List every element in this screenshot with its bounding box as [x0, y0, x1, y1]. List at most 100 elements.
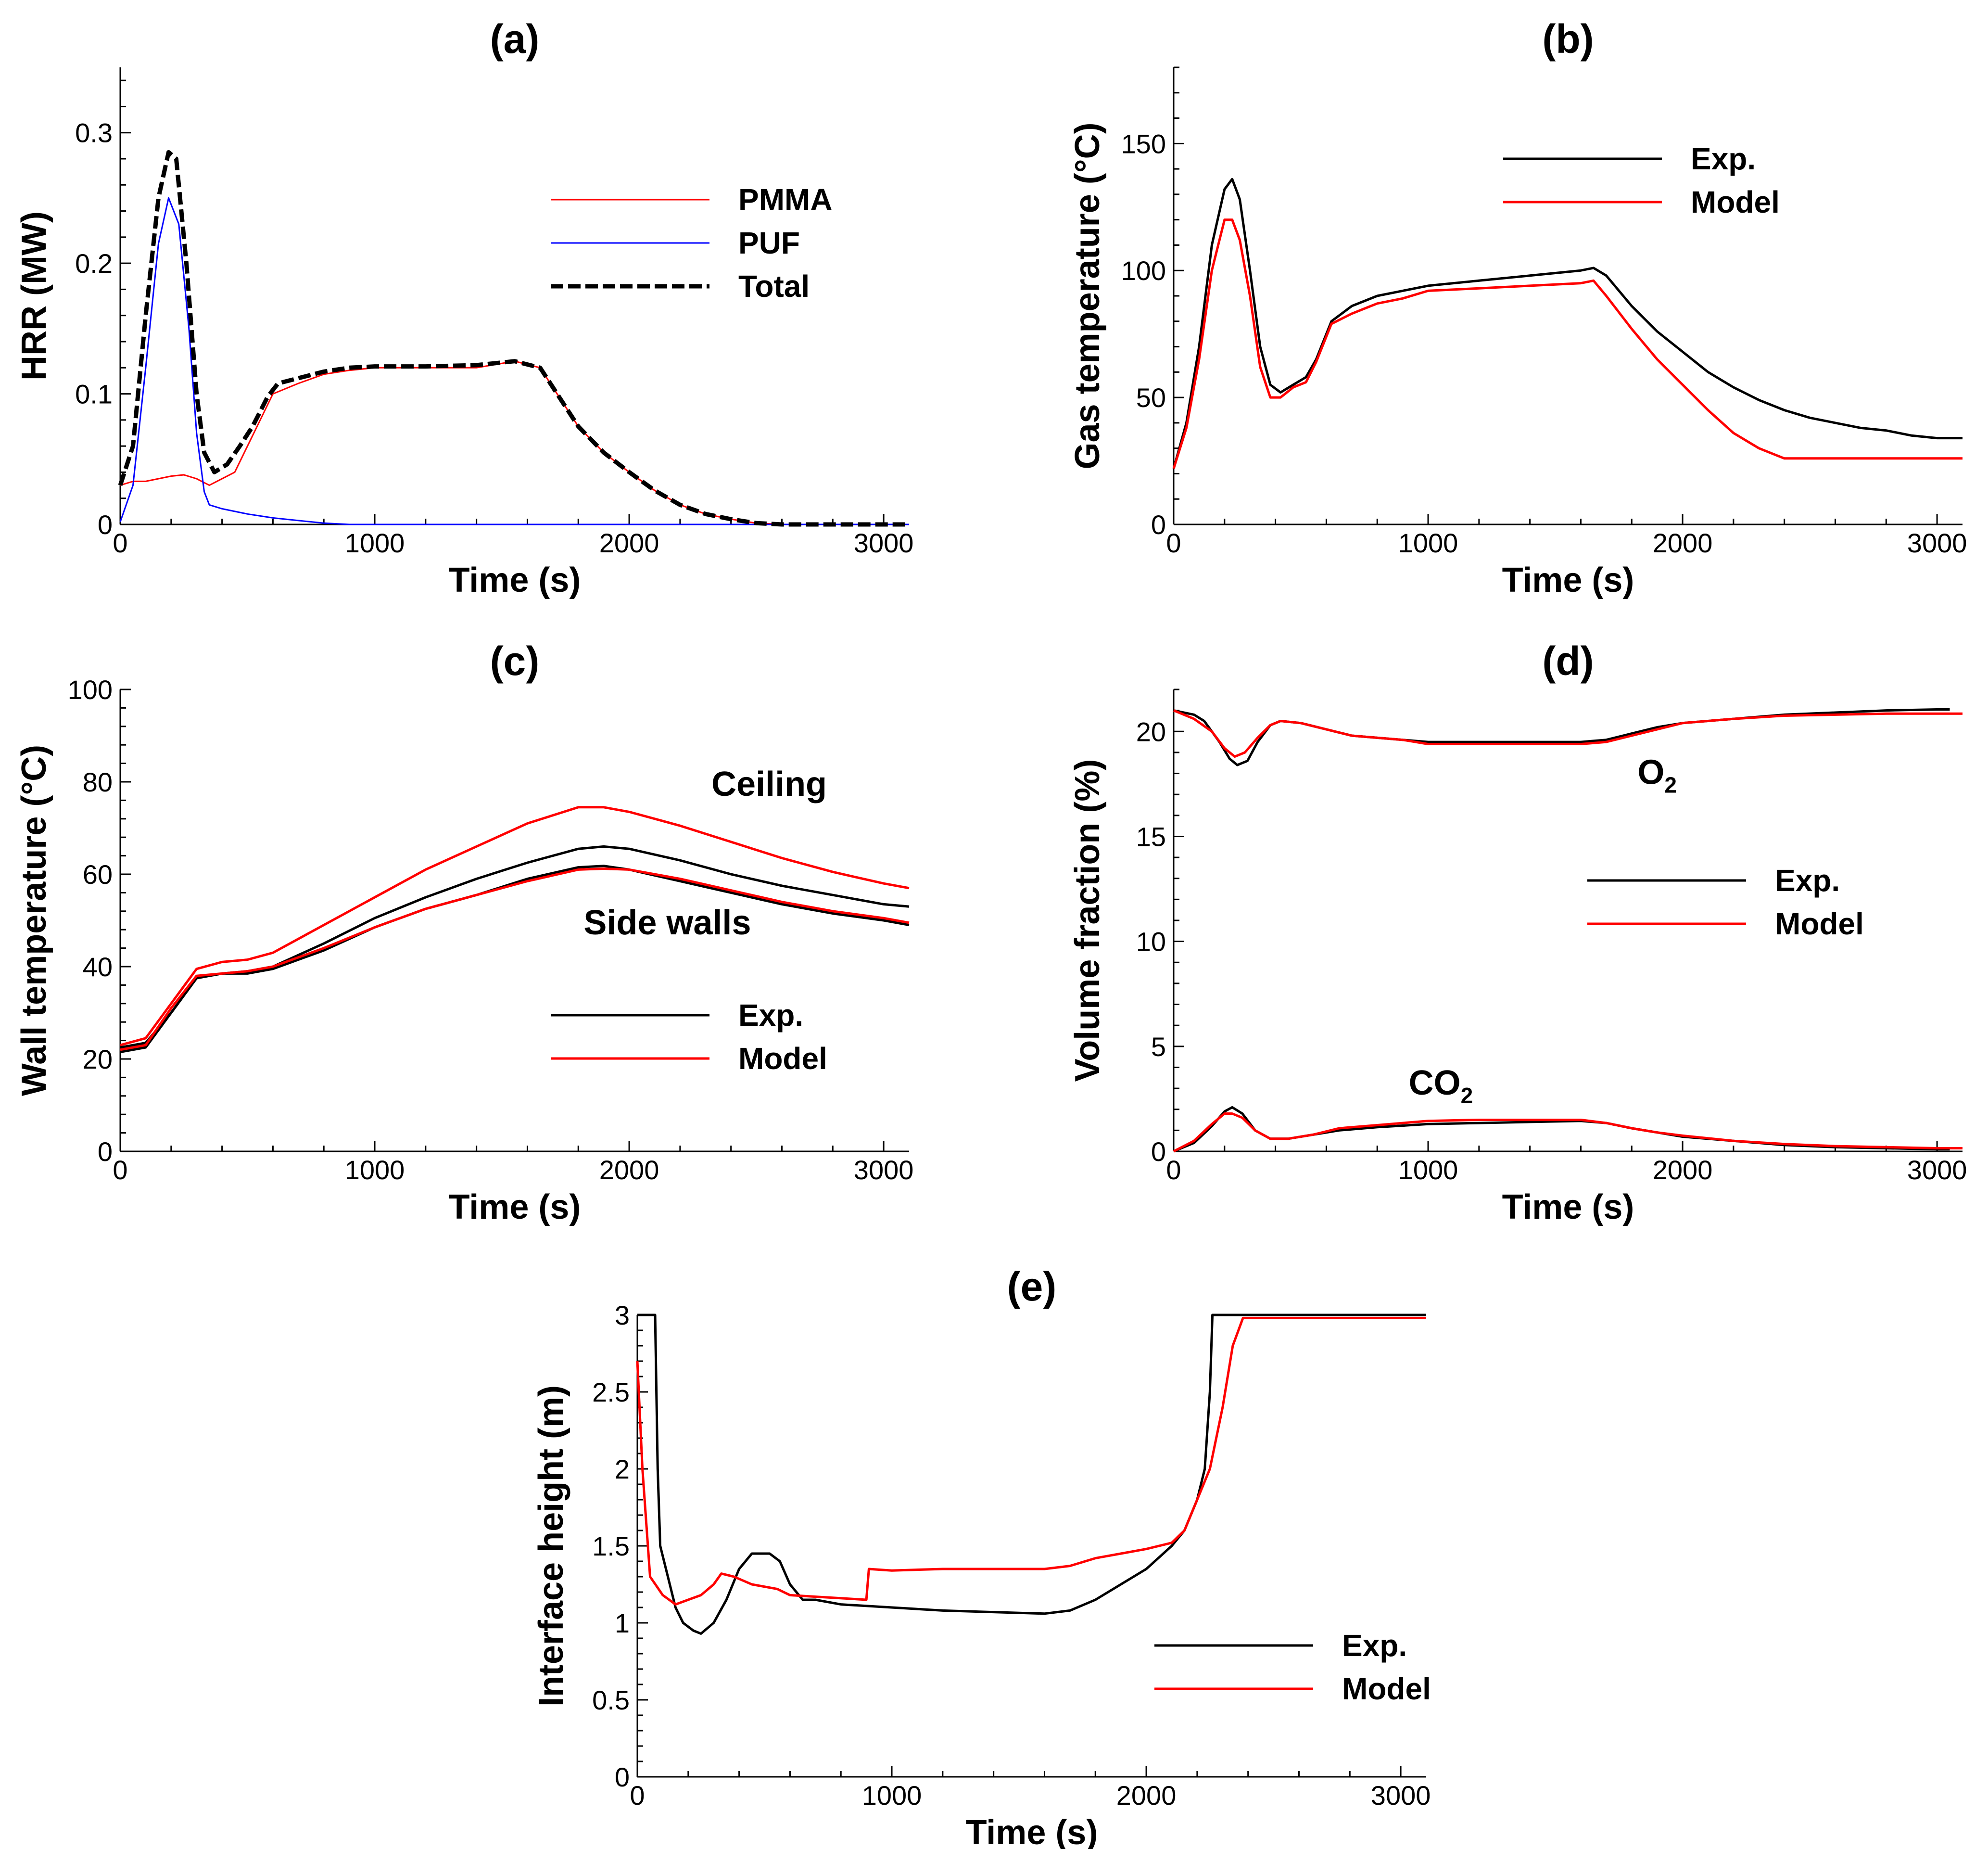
series-line-exp [1172, 178, 1963, 469]
y-tick-label: 0 [98, 1136, 113, 1167]
y-tick-label: 15 [1136, 821, 1166, 852]
panel-label: (e) [1007, 1264, 1057, 1309]
series-line-exp [1173, 708, 1950, 766]
series-line-puf [119, 197, 909, 525]
y-tick-label: 50 [1136, 383, 1166, 413]
panel-label: (c) [490, 638, 540, 684]
y-tick-label: 0 [98, 510, 113, 540]
x-axis-title: Time (s) [449, 561, 581, 599]
y-axis-title: HRR (MW) [15, 211, 53, 381]
y-tick-label: 0.1 [75, 379, 113, 409]
y-tick-label: 0.2 [75, 248, 113, 279]
x-tick-label: 0 [1166, 528, 1181, 558]
annotation: CO2 [1409, 1064, 1473, 1108]
y-tick-label: 40 [83, 952, 113, 982]
x-tick-label: 1000 [345, 528, 405, 558]
y-tick-label: 20 [1136, 716, 1166, 747]
y-tick-label: 20 [83, 1044, 113, 1074]
y-tick-label: 5 [1151, 1032, 1166, 1062]
y-tick-label: 0 [1151, 1136, 1166, 1167]
y-tick-label: 0.5 [592, 1685, 630, 1715]
y-tick-label: 0 [615, 1762, 630, 1792]
legend: Exp. Model [1154, 1628, 1431, 1706]
annotation-text: Ceiling [711, 765, 827, 803]
legend-label: Model [1775, 906, 1864, 941]
legend: Exp. Model [1503, 141, 1780, 219]
x-axis-title: Time (s) [449, 1188, 581, 1226]
legend-label: Total [738, 269, 810, 304]
x-tick-label: 2000 [599, 1155, 659, 1185]
annotation: O2 [1637, 753, 1677, 797]
y-tick-label: 3 [615, 1300, 630, 1330]
legend-label: Exp. [738, 998, 803, 1033]
x-tick-label: 1000 [1398, 1155, 1458, 1185]
annotation-subscript: 2 [1461, 1083, 1473, 1108]
y-tick-label: 0 [1151, 510, 1166, 540]
panel-d: 0 1000 2000 3000 0 5 10 15 20 (d) Time (s) Volume f… [1068, 638, 1967, 1226]
annotation-text: Side walls [583, 904, 751, 942]
y-tick-label: 0.3 [75, 118, 113, 148]
y-axis-title: Wall temperature (°C) [15, 745, 53, 1096]
x-tick-label: 2000 [1653, 1155, 1713, 1185]
panel-a: 0 1000 2000 3000 0 0.1 0.2 0.3 (a) Time (s) HRR (M… [15, 16, 913, 599]
legend-label: Exp. [1775, 863, 1840, 898]
series-line-exp-co2 [1173, 1106, 1950, 1153]
panel-c: 0 1000 2000 3000 0 20 40 60 80 100 (c) Time (s) Wall… [15, 638, 913, 1226]
y-tick-label: 2 [615, 1454, 630, 1484]
x-tick-label: 2000 [599, 528, 659, 558]
x-tick-label: 0 [630, 1780, 645, 1811]
legend-label: Model [1342, 1671, 1431, 1706]
annotation-text: CO [1409, 1064, 1461, 1102]
x-tick-label: 2000 [1653, 528, 1713, 558]
x-axis-title: Time (s) [1502, 561, 1634, 599]
annotation-text: O [1637, 753, 1664, 791]
legend-label: Model [1691, 185, 1780, 219]
series-line-model-side-walls [120, 867, 910, 1051]
panel-label: (a) [490, 16, 540, 62]
y-tick-label: 1 [615, 1608, 630, 1638]
x-tick-label: 3000 [1907, 528, 1967, 558]
series-line-model [636, 1316, 1426, 1606]
y-tick-label: 10 [1136, 927, 1166, 957]
annotation: Ceiling [711, 765, 827, 803]
legend: PMMA PUF Total [551, 182, 833, 304]
legend: Exp. Model [1587, 863, 1864, 941]
series-line-model [120, 806, 910, 1046]
x-tick-label: 3000 [1907, 1155, 1967, 1185]
legend-label: Exp. [1691, 141, 1756, 176]
y-axis-title: Gas temperature (°C) [1068, 123, 1107, 470]
annotation: Side walls [583, 904, 751, 942]
x-axis-title: Time (s) [966, 1813, 1098, 1849]
y-tick-label: 80 [83, 767, 113, 797]
legend-label: Exp. [1342, 1628, 1407, 1663]
series-line-model [1173, 709, 1963, 758]
y-axis-title: Volume fraction (%) [1068, 759, 1107, 1082]
x-axis-title: Time (s) [1502, 1188, 1634, 1226]
legend: Exp. Model [551, 998, 827, 1076]
x-tick-label: 3000 [854, 1155, 914, 1185]
y-axis-title: Interface height (m) [532, 1385, 570, 1707]
legend-label: Model [738, 1041, 827, 1076]
series-line-model-co2 [1173, 1112, 1963, 1153]
panel-e: 0 1000 2000 3000 0 0.5 1 1.5 2 2.5 3 (e) Time (s) Int… [532, 1264, 1431, 1849]
x-tick-label: 0 [1166, 1155, 1181, 1185]
legend-label: PUF [738, 226, 800, 260]
x-tick-label: 0 [113, 1155, 127, 1185]
y-tick-label: 2.5 [592, 1377, 630, 1407]
series-line-total [118, 150, 909, 527]
x-tick-label: 3000 [854, 528, 914, 558]
x-tick-label: 1000 [862, 1780, 922, 1811]
y-tick-label: 60 [83, 859, 113, 890]
annotation-subscript: 2 [1664, 772, 1677, 797]
y-tick-label: 100 [68, 675, 113, 705]
x-tick-label: 3000 [1371, 1780, 1431, 1811]
panel-label: (d) [1542, 638, 1594, 684]
y-tick-label: 150 [1121, 128, 1166, 159]
panel-b: 0 1000 2000 3000 0 50 100 150 (b) Time (s) Gas tem… [1068, 16, 1967, 599]
x-tick-label: 1000 [345, 1155, 405, 1185]
series-line-model [1172, 218, 1963, 469]
panel-label: (b) [1542, 16, 1594, 62]
legend-label: PMMA [738, 182, 833, 217]
series-line-pmma [120, 360, 909, 525]
